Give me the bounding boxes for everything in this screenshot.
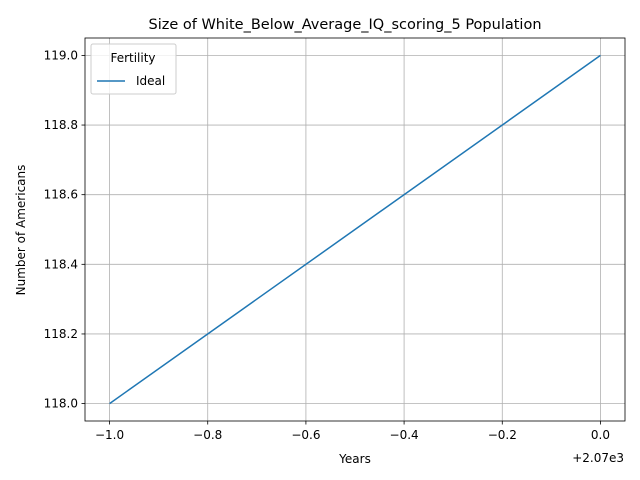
x-tick-label: −0.6 bbox=[291, 428, 320, 442]
series-line-ideal bbox=[109, 54, 601, 405]
x-tick-label: −0.8 bbox=[193, 428, 222, 442]
y-tick-label: 118.6 bbox=[44, 188, 78, 202]
legend-entry-ideal: Ideal bbox=[136, 74, 165, 88]
x-tick-label: 0.0 bbox=[591, 428, 610, 442]
y-tick-label: 118.8 bbox=[44, 118, 78, 132]
x-axis-title: Years bbox=[338, 452, 371, 466]
plot-area-frame bbox=[84, 37, 626, 422]
x-axis-ticks: −1.0 −0.8 −0.6 −0.4 −0.2 0.0 bbox=[95, 421, 610, 442]
chart-title: Size of White_Below_Average_IQ_scoring_5… bbox=[148, 17, 541, 33]
x-axis-offset-label: +2.07e3 bbox=[572, 451, 624, 465]
legend: Fertility Ideal bbox=[90, 43, 177, 95]
legend-title: Fertility bbox=[110, 51, 155, 65]
y-tick-label: 119.0 bbox=[44, 48, 78, 62]
x-tick-label: −1.0 bbox=[95, 428, 124, 442]
x-tick-label: −0.2 bbox=[488, 428, 517, 442]
y-axis-title: Number of Americans bbox=[14, 165, 28, 296]
y-tick-label: 118.0 bbox=[44, 397, 78, 411]
y-tick-label: 118.2 bbox=[44, 327, 78, 341]
y-tick-label: 118.4 bbox=[44, 257, 78, 271]
y-axis-ticks: 118.0 118.2 118.4 118.6 118.8 119.0 bbox=[44, 48, 85, 411]
grid bbox=[85, 38, 625, 421]
series-lines bbox=[109, 54, 601, 405]
x-tick-label: −0.4 bbox=[390, 428, 419, 442]
